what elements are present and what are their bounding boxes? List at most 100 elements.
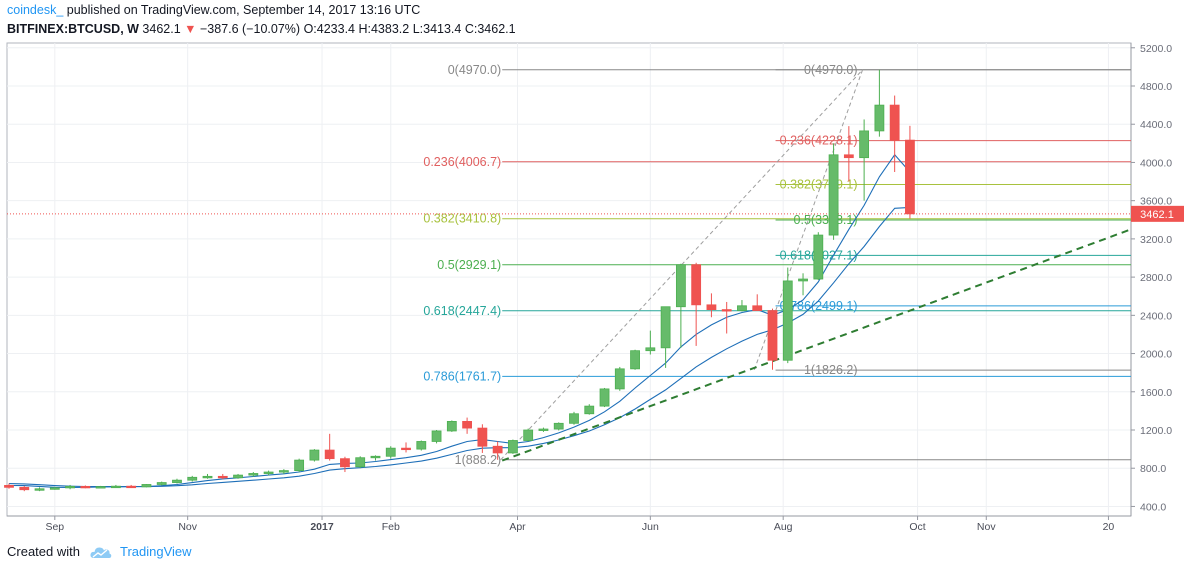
candle [202,473,213,479]
candle-body [385,447,396,457]
candle-body [294,459,305,472]
candle-body [477,427,488,447]
ohlc-low: L:3413.4 [412,22,462,36]
candle-body [278,470,289,473]
x-tick-label: Jun [642,521,659,533]
candle-body [141,484,152,488]
candle-body [110,485,121,489]
candle-body [798,278,808,282]
candle-body [691,264,702,306]
candle-body [263,471,274,474]
last-price-tag [1131,205,1184,222]
candle [80,485,91,489]
y-tick-label: 1600.0 [1140,387,1172,399]
candle-body [156,482,167,485]
candle-body [614,368,625,390]
candle-body [889,104,900,141]
candle [19,485,30,492]
candle-body [202,475,213,479]
candle [187,475,198,482]
candle-body [355,457,366,468]
y-tick-label: 3600.0 [1140,196,1172,208]
y-tick-label: 1200.0 [1140,425,1172,437]
y-tick-label: 4400.0 [1140,119,1172,131]
fib-level-label: 0.236(4006.7) [423,155,501,169]
fib-level-label: 0.236(4228.1) [780,134,858,148]
candle [752,294,763,311]
candle [843,126,854,182]
candle-body [370,455,381,459]
candle [294,458,305,473]
candle [49,486,60,490]
ohlc-high: H:4383.2 [358,22,410,36]
candle [630,349,640,370]
candle [65,484,75,490]
candle [706,293,717,318]
candle [645,330,656,355]
fib-level-label: 0.786(1761.7) [423,369,501,383]
candle-body [49,487,60,490]
candle [431,430,442,444]
candle-body [905,139,915,215]
candle [813,232,824,280]
candle [477,424,488,453]
x-tick-label: Apr [509,521,526,533]
candle-body [95,486,106,489]
x-tick-label: 20 [1103,521,1115,533]
candle-body [859,130,870,159]
candle [538,427,549,432]
created-with-text: Created with [7,544,80,559]
plot-frame [6,42,1132,517]
fib-level-label: 0.382(3410.8) [423,212,501,226]
candle-body [80,485,91,489]
candle-body [569,413,579,424]
price-change: −387.6 (−10.07%) [200,22,301,36]
fib-level-label: 0.618(2447.4) [423,304,501,318]
last-price: 3462.1 [142,22,181,36]
candle-body [675,264,686,308]
candle [782,267,793,364]
candle [95,485,106,489]
candle [675,263,686,348]
candle [584,404,595,415]
tradingview-cloud-icon [90,547,112,558]
y-tick-label: 800.0 [1140,463,1166,475]
candle-body [660,306,671,349]
candle-body [172,479,182,483]
brand-link[interactable]: coindesk_ [7,3,64,17]
candle [523,428,534,442]
candle [874,69,885,137]
candle-body [187,476,198,481]
x-tick-label: 2017 [310,521,334,533]
candle [217,473,228,480]
candle-body [843,154,854,159]
candle-body [752,305,763,311]
candle [737,300,747,312]
candle [767,308,778,370]
y-tick-label: 400.0 [1140,501,1166,513]
candle-body [446,420,457,432]
tradingview-link[interactable]: TradingView [119,544,192,559]
candle-body [416,441,427,450]
candle [660,306,671,368]
x-tick-label: Sep [45,521,64,533]
symbol-label[interactable]: BITFINEX:BTCUSD, W [7,22,139,36]
candle-body [492,445,503,454]
candle-body [217,475,228,479]
publish-line: coindesk_ published on TradingView.com, … [7,3,420,17]
footer: Created with TradingView [7,544,192,559]
candle [553,422,564,431]
candle-body [401,447,411,451]
candle-body [19,486,30,491]
y-tick-label: 4800.0 [1140,81,1172,93]
candle [828,143,839,240]
candle [278,469,289,474]
candle-body [538,428,549,431]
x-tick-label: Nov [178,521,197,533]
candle [340,456,350,473]
fib-level-label: 1(1826.2) [804,363,858,377]
candle [34,487,45,492]
candle-body [721,309,732,312]
